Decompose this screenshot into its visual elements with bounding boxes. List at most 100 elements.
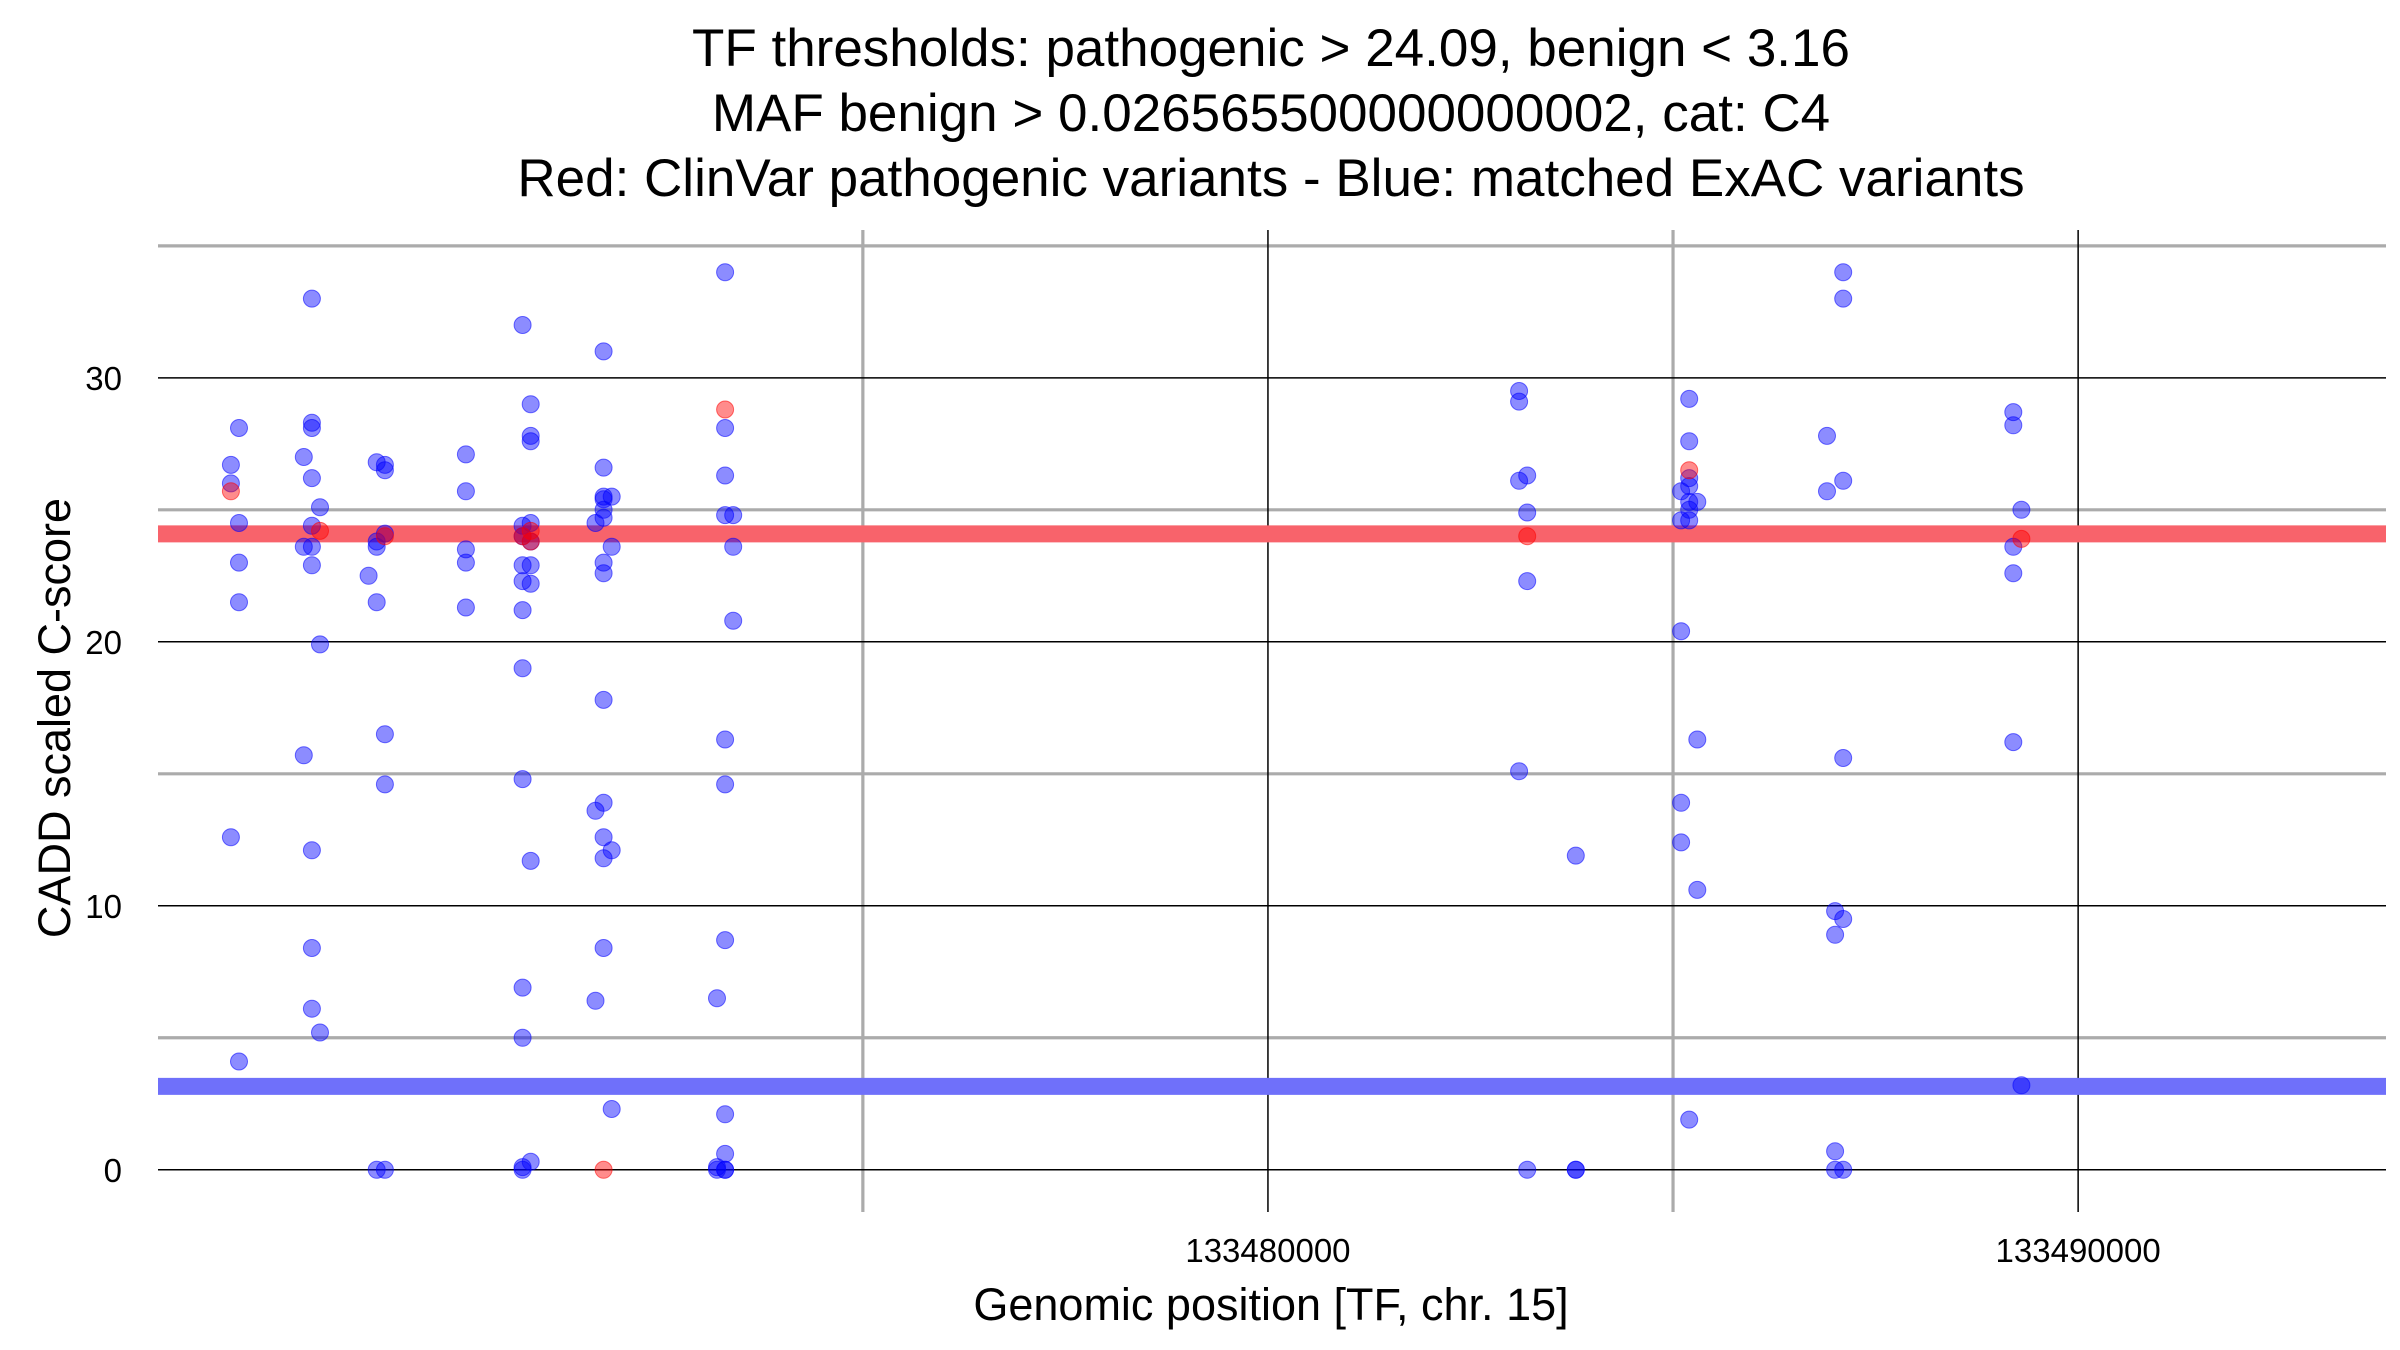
data-point-series0-20 (302, 841, 321, 860)
data-point-series0-58 (513, 1028, 532, 1047)
data-point-series0-92 (708, 989, 726, 1008)
data-point-series0-135 (1826, 1142, 1845, 1161)
data-point-series0-125 (1680, 1110, 1699, 1129)
data-point-series0-127 (1834, 289, 1853, 308)
y-tick-label-20: 20 (85, 624, 122, 661)
data-point-series0-41 (513, 316, 532, 334)
data-point-series0-6 (221, 828, 240, 847)
data-point-series0-26 (375, 461, 394, 480)
data-point-series0-42 (521, 395, 540, 414)
data-point-series0-93 (716, 1105, 735, 1124)
data-point-series0-143 (2004, 733, 2023, 752)
data-point-series1-0 (221, 482, 240, 501)
data-point-series1-6 (594, 1160, 613, 1179)
data-point-series0-71 (602, 537, 621, 556)
data-point-series0-76 (594, 828, 613, 847)
data-point-series0-98 (716, 1160, 735, 1179)
data-point-series1-1 (311, 521, 329, 540)
data-point-series0-75 (586, 801, 605, 820)
data-point-series0-90 (716, 775, 735, 794)
data-point-series0-140 (2012, 500, 2031, 519)
data-point-series0-54 (513, 659, 532, 678)
data-point-series0-13 (311, 498, 329, 517)
data-point-series0-99 (1510, 382, 1529, 400)
data-point-series0-78 (594, 849, 613, 868)
data-point-series1-5 (513, 527, 532, 546)
chart-title-line-2: MAF benign > 0.026565500000000002, cat: … (712, 84, 1830, 143)
data-point-series1-8 (1518, 527, 1537, 546)
data-point-series1-2 (375, 527, 394, 546)
data-point-series0-66 (602, 487, 621, 506)
data-point-series0-57 (513, 978, 532, 997)
data-point-series0-86 (724, 506, 743, 525)
data-point-series0-73 (594, 690, 613, 709)
data-point-series0-72 (594, 564, 613, 583)
data-point-series0-70 (594, 553, 613, 572)
grid-layer (158, 230, 2386, 1212)
data-point-series0-87 (724, 537, 743, 556)
data-point-series0-128 (1818, 426, 1836, 445)
threshold-layer (158, 525, 2386, 1095)
data-point-series0-105 (1510, 762, 1529, 781)
data-point-series0-139 (2004, 416, 2023, 435)
data-point-series0-82 (716, 263, 735, 282)
data-point-series0-107 (1566, 846, 1585, 865)
data-point-series0-44 (521, 432, 540, 451)
data-point-series0-110 (1672, 622, 1691, 641)
data-point-series0-62 (594, 342, 613, 361)
data-point-series1-10 (2012, 529, 2031, 548)
data-point-series0-56 (521, 851, 540, 870)
chart-title-line-1: TF thresholds: pathogenic > 24.09, benig… (692, 19, 1850, 78)
x-tick-label-133480000: 133480000 (1185, 1232, 1350, 1269)
data-point-series0-25 (375, 455, 394, 474)
data-point-series0-123 (1688, 730, 1707, 749)
data-point-series0-8 (302, 289, 321, 308)
x-axis-title: Genomic position [TF, chr. 15] (973, 1279, 1568, 1330)
data-point-series0-103 (1518, 503, 1537, 522)
tick-layer: 0 10 20 30 133480000 133490000 (85, 360, 2160, 1269)
data-point-series0-126 (1834, 263, 1853, 282)
data-point-series0-100 (1510, 392, 1529, 411)
data-point-series0-10 (302, 419, 321, 437)
data-point-series0-137 (1834, 1160, 1853, 1179)
data-point-series0-16 (302, 537, 321, 556)
data-point-series0-21 (302, 939, 321, 957)
data-point-series0-11 (294, 448, 313, 466)
data-point-series0-39 (456, 553, 475, 572)
data-point-series0-112 (1680, 432, 1699, 451)
y-tick-label-10: 10 (85, 888, 122, 925)
data-point-series0-129 (1834, 471, 1853, 490)
data-point-series0-4 (230, 553, 248, 572)
data-point-series0-0 (230, 419, 248, 437)
data-point-series0-1 (221, 455, 240, 474)
data-point-series0-120 (1680, 511, 1699, 530)
data-point-series0-23 (311, 1023, 329, 1042)
data-point-series0-43 (521, 426, 540, 445)
data-point-series0-17 (302, 556, 321, 575)
data-point-series0-104 (1518, 572, 1537, 591)
data-point-series0-52 (521, 574, 540, 593)
data-point-series0-131 (1834, 749, 1853, 767)
data-point-series0-7 (230, 1052, 248, 1071)
data-point-series0-133 (1834, 910, 1853, 928)
data-point-series0-47 (521, 514, 540, 532)
data-point-series0-138 (2004, 403, 2023, 422)
data-point-series0-106 (1518, 1160, 1537, 1179)
data-point-series0-53 (513, 601, 532, 620)
point-layer (221, 263, 2031, 1179)
data-point-series0-122 (1672, 833, 1691, 852)
data-point-series0-91 (716, 931, 735, 950)
data-point-series0-37 (456, 482, 475, 501)
data-point-series0-2 (221, 474, 240, 493)
data-point-series0-67 (594, 500, 613, 519)
data-point-series0-9 (302, 413, 321, 432)
data-point-series0-124 (1688, 880, 1707, 899)
data-point-series0-36 (456, 445, 475, 464)
data-point-series0-84 (716, 466, 735, 485)
data-point-series0-33 (375, 775, 394, 794)
data-point-series0-63 (594, 458, 613, 477)
data-point-series0-69 (586, 514, 605, 532)
data-point-series0-55 (513, 770, 532, 789)
data-point-series0-134 (1826, 925, 1845, 944)
